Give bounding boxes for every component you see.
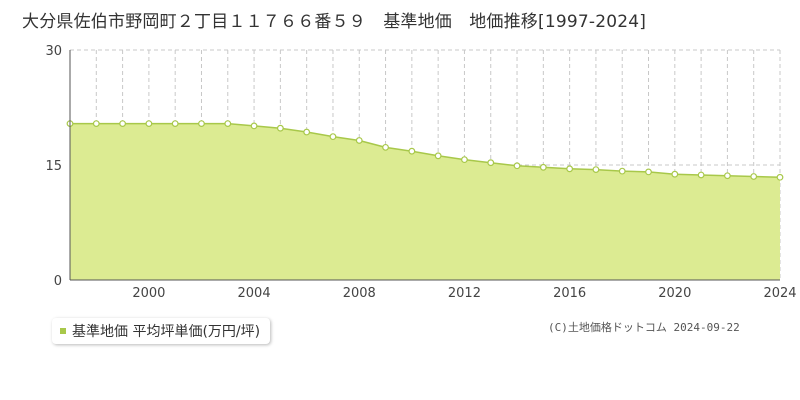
data-point [303, 128, 311, 136]
data-point [119, 120, 126, 127]
data-point [566, 165, 574, 173]
x-tick-label: 2008 [343, 286, 376, 301]
y-tick-label: 30 [45, 44, 62, 59]
data-point [382, 143, 389, 151]
legend-swatch [60, 328, 66, 334]
data-point [618, 167, 626, 175]
data-point [434, 152, 442, 160]
data-point [224, 120, 232, 127]
y-tick-label: 15 [45, 159, 62, 174]
data-point [539, 163, 547, 171]
data-point [408, 147, 416, 155]
legend: 基準地価 平均坪単価(万円/坪) [52, 318, 271, 344]
legend-label: 基準地価 平均坪単価(万円/坪) [72, 324, 261, 340]
data-points [66, 120, 784, 181]
data-point [697, 171, 705, 179]
data-point [355, 137, 363, 144]
data-point [461, 156, 468, 164]
data-point [250, 122, 258, 130]
data-point [750, 173, 758, 180]
data-point [329, 133, 337, 141]
chart-title: 大分県佐伯市野岡町２丁目１１７６６番５９ 基準地価 地価推移[1997-2024… [22, 12, 647, 32]
price-area [70, 123, 780, 280]
copyright: (C)土地価格ドットコム 2024-09-22 [548, 321, 740, 334]
x-tick-label: 2012 [448, 286, 481, 301]
x-tick-label: 2020 [658, 286, 691, 301]
data-point [92, 120, 100, 127]
data-point [276, 124, 284, 132]
axes [69, 50, 780, 281]
data-point [592, 166, 600, 174]
data-point [645, 168, 652, 176]
data-point [513, 162, 521, 170]
price-line [70, 122, 781, 179]
x-tick-label: 2000 [132, 286, 165, 301]
y-tick-label: 0 [54, 274, 62, 289]
x-tick-label: 2024 [763, 286, 796, 301]
x-tick-label: 2016 [553, 286, 586, 301]
x-tick-label: 2004 [238, 286, 271, 301]
data-point [724, 172, 731, 180]
data-point [487, 159, 495, 167]
data-point [198, 120, 205, 127]
data-point [145, 120, 153, 127]
data-point [171, 120, 179, 127]
data-point [776, 173, 784, 181]
x-axis-ticks: 2000 2004 2008 2012 2016 2020 2024 [132, 286, 796, 301]
y-axis-ticks: 0 15 30 [45, 44, 62, 289]
data-point [671, 170, 679, 178]
